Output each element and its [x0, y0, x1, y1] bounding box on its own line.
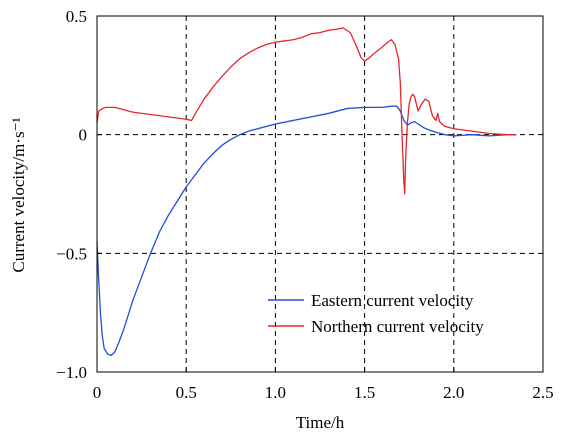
series-layer	[96, 27, 517, 357]
x-tick-label: 2.0	[443, 383, 464, 402]
x-axis-title: Time/h	[296, 413, 345, 432]
x-tick-label: 1.0	[265, 383, 286, 402]
tick-labels: 0 0.5 1.0 1.5 2.0 2.5 −1.0 −0.5 0 0.5	[56, 7, 553, 402]
x-tick-label: 0.5	[176, 383, 197, 402]
legend: Eastern current velocity Northern curren…	[268, 291, 484, 336]
plot-frame	[96, 15, 544, 373]
series-line-northern	[96, 27, 517, 195]
legend-label-eastern: Eastern current velocity	[311, 291, 474, 310]
ticks	[96, 15, 544, 373]
series-line-eastern	[96, 105, 517, 357]
y-tick-label: −0.5	[56, 244, 87, 263]
x-tick-label: 0	[93, 383, 102, 402]
x-tick-label: 2.5	[532, 383, 553, 402]
legend-label-northern: Northern current velocity	[311, 317, 484, 336]
y-tick-label: −1.0	[56, 363, 87, 382]
y-axis-title: Current velocity/m·s⁻¹	[9, 117, 28, 272]
x-tick-label: 1.5	[354, 383, 375, 402]
y-tick-label: 0	[79, 126, 88, 145]
y-tick-label: 0.5	[66, 7, 87, 26]
